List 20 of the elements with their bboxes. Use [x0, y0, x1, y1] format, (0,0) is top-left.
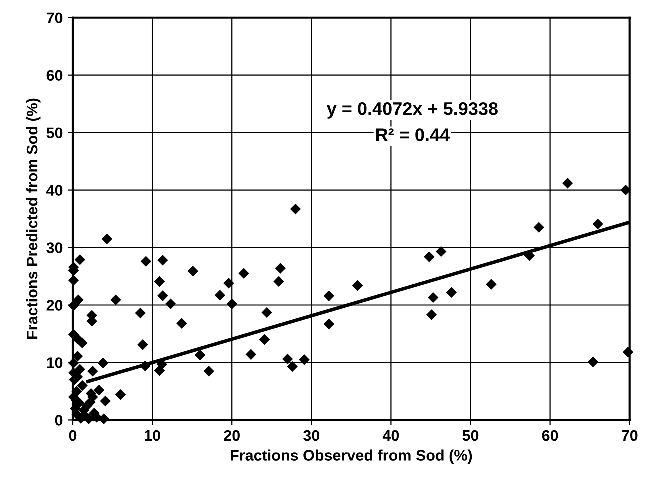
y-tick-label: 30 [46, 242, 63, 254]
x-tick-label: 50 [462, 430, 479, 442]
x-tick-label: 70 [622, 430, 638, 442]
x-tick-label: 30 [304, 430, 320, 442]
y-tick-label: 60 [46, 70, 63, 82]
x-tick-label: 40 [382, 430, 400, 442]
y-tick-label: 40 [46, 185, 63, 196]
x-tick-label: 10 [145, 430, 160, 442]
y-tick-label: 70 [46, 12, 63, 24]
x-tick-label: 0 [69, 430, 77, 442]
y-tick-label: 0 [55, 415, 63, 426]
annotation: R² = 0.44 [376, 128, 450, 142]
y-tick-label: 50 [46, 128, 63, 139]
y-axis-title: Fractions Predicted from Sod (%) [26, 98, 41, 339]
annotation: y = 0.4072x + 5.9338 [326, 102, 498, 119]
x-axis-title: Fractions Observed from Sod (%) [231, 450, 472, 464]
y-tick-label: 10 [47, 358, 63, 368]
x-tick-label: 20 [224, 430, 240, 442]
x-tick-label: 60 [542, 430, 558, 442]
y-tick-label: 20 [46, 300, 63, 311]
